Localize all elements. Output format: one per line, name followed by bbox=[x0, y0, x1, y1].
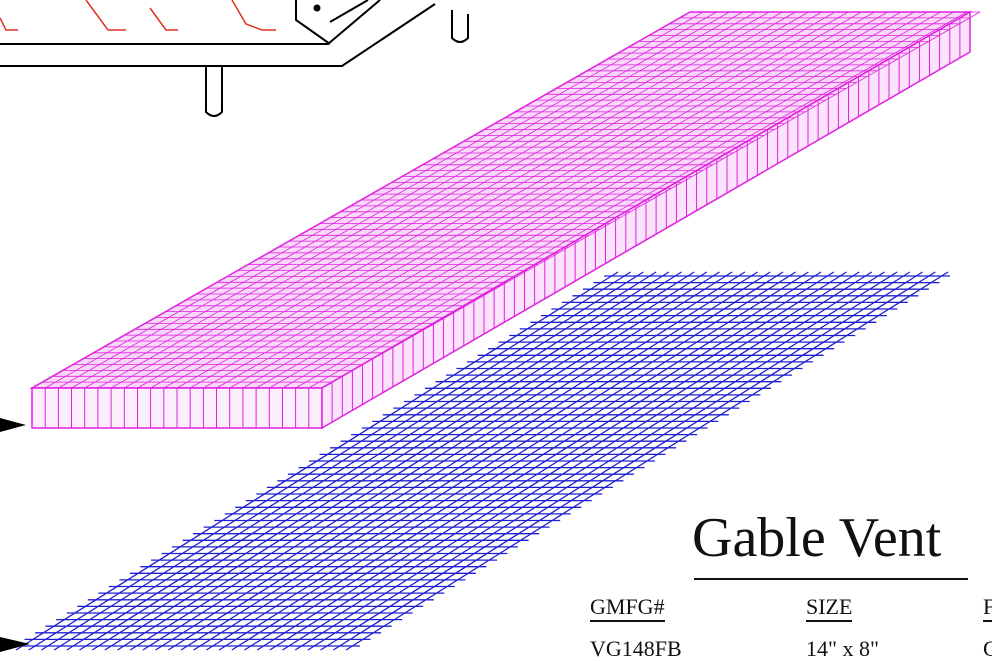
cell-part-number: VG148FB bbox=[590, 636, 682, 661]
product-title: Gable Vent bbox=[692, 507, 942, 569]
leader-arrows bbox=[0, 418, 30, 652]
frame-front-edge bbox=[0, 0, 381, 45]
wire-screen-panel bbox=[14, 271, 950, 651]
column-header-gmfg: GMFG# bbox=[590, 596, 665, 622]
insect-screen-panel bbox=[29, 10, 981, 430]
frame-base-edge bbox=[0, 3, 436, 67]
mounting-peg-left bbox=[205, 66, 223, 117]
title-underline bbox=[694, 578, 968, 580]
louver-hint-lines bbox=[0, 0, 276, 31]
column-header-size: SIZE bbox=[806, 596, 853, 622]
cell-size: 14" x 8" bbox=[806, 636, 879, 661]
vent-frame-fragment bbox=[0, 0, 469, 117]
cell-third: C bbox=[983, 636, 992, 661]
insect-screen-cell-grid bbox=[31, 11, 981, 389]
mounting-peg-right bbox=[451, 10, 469, 43]
wire-screen-grid bbox=[14, 271, 950, 651]
column-header-third: F bbox=[983, 596, 992, 622]
insect-screen-side-cells bbox=[321, 12, 971, 428]
frame-screw-hole bbox=[313, 4, 321, 12]
insect-screen-front-cells bbox=[31, 388, 323, 428]
frame-end-face bbox=[295, 0, 369, 45]
